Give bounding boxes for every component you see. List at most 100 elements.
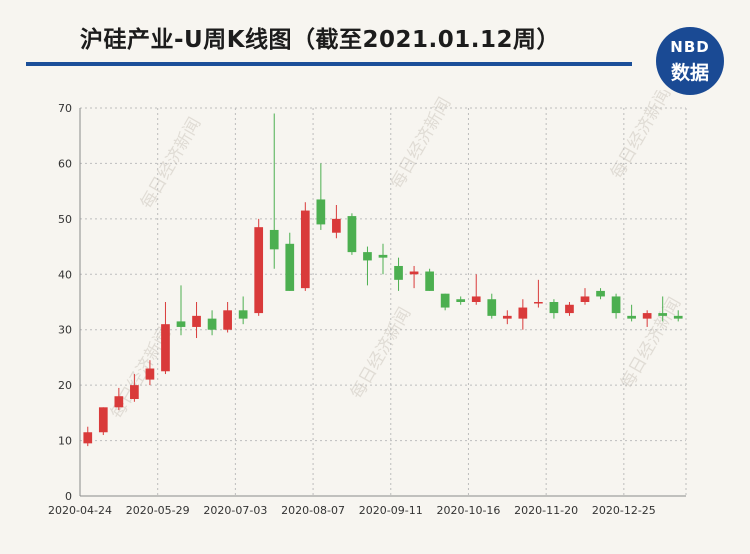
candle [145,360,155,386]
title-underline [26,62,632,66]
candle-body [580,296,590,302]
candlestick-chart: 每日经济新闻 每日经济新闻 每日经济新闻 每日经济新闻 每日经济新闻 每日经济新闻 0 10… [0,84,750,550]
candle [658,296,668,322]
y-tick-label: 40 [58,268,72,281]
candle [98,407,108,436]
x-tick-label: 2020-10-16 [436,504,500,517]
candle [161,302,170,375]
candle-body [502,315,512,319]
candle [409,265,419,289]
candle [300,202,310,291]
x-tick-label: 2020-04-24 [48,504,112,517]
candle-body [130,385,139,399]
candle [207,310,217,336]
candle [394,257,403,291]
candle-body [98,407,108,433]
candle [378,243,388,275]
x-tick-label: 2020-05-29 [126,504,190,517]
candle [502,310,512,325]
candle [83,426,93,447]
candle-body [565,304,574,314]
candle-body [347,216,357,253]
candle-body [238,310,248,319]
y-tick-label: 20 [58,379,72,392]
candle-body [440,293,450,308]
x-tick-label: 2020-07-03 [203,504,267,517]
y-tick-label: 70 [58,102,72,115]
candle-body [518,307,528,319]
chart-header: 沪硅产业-U周K线图（截至2021.01.12周） NBD 数据 [0,0,750,95]
candle-body [409,271,419,275]
candle-body [596,290,605,297]
candle-body [611,296,621,314]
candle-body [487,299,497,316]
x-tick-label: 2020-09-11 [359,504,423,517]
candle-body [332,218,341,233]
candle [363,246,372,286]
watermark-text: 每日经济新闻 [607,90,675,183]
candle-body [269,229,279,250]
candle [580,288,590,305]
candle [316,163,326,230]
candle-body [394,265,403,280]
candle [642,310,652,327]
x-tick-label: 2020-12-25 [592,504,656,517]
candle [176,285,186,336]
x-tick-label: 2020-08-07 [281,504,345,517]
candle [425,268,434,291]
y-tick-label: 60 [58,157,72,170]
candle [130,374,139,402]
candle [440,293,450,311]
grid-layer [80,107,687,496]
candle [611,293,621,319]
watermark-text: 每日经济新闻 [617,294,685,392]
candle [238,296,248,325]
candle-body [425,271,434,291]
candle-body [658,313,668,316]
watermark-text: 每日经济新闻 [347,304,415,402]
candle-body [471,296,481,302]
candle [534,279,543,308]
candle-body [161,324,170,372]
y-tick-label: 30 [58,324,72,337]
candle-body [83,432,93,444]
candle [627,304,636,322]
candle-body [642,313,652,319]
candle [285,232,295,291]
axes-layer: 0 10 20 30 40 50 60 70 2020-04-24 2020-05-29 2020-… [48,102,686,517]
candle [487,293,497,319]
y-tick-label: 50 [58,213,72,226]
candle-body [363,252,372,261]
candle-body [627,315,636,319]
candle-body [316,199,326,225]
logo-text-top: NBD [670,38,710,56]
candles-layer [83,113,683,447]
candle [673,310,683,322]
candle-body [378,254,388,258]
candle [269,113,279,269]
nbd-logo: NBD 数据 [656,27,724,95]
candle-body [207,318,217,330]
candle-body [254,227,264,314]
candle [565,302,574,316]
candle-body [145,368,155,380]
candle-body [223,310,232,330]
chart-title: 沪硅产业-U周K线图（截至2021.01.12周） [80,27,561,53]
candle [114,387,124,411]
candle [254,218,264,316]
candle-body [114,396,124,408]
x-tick-label: 2020-11-20 [514,504,578,517]
candle-body [534,302,543,304]
candle-body [300,210,310,289]
candle [347,213,357,255]
logo-text-bottom: 数据 [670,62,709,84]
y-tick-label: 0 [65,490,72,503]
candle-body [549,302,559,314]
candle [456,296,466,305]
candle-body [285,243,295,291]
watermark-text: 每日经济新闻 [387,94,455,192]
candle [518,299,528,330]
candle [332,205,341,239]
